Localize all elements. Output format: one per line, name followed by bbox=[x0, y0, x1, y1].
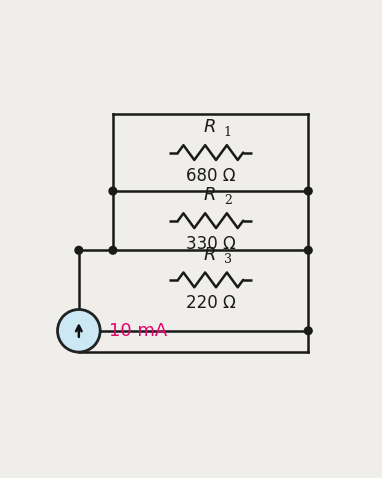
Text: 3: 3 bbox=[224, 253, 232, 266]
Circle shape bbox=[109, 187, 117, 195]
Text: 330 Ω: 330 Ω bbox=[186, 235, 235, 253]
Circle shape bbox=[109, 247, 117, 254]
Text: 680 Ω: 680 Ω bbox=[186, 167, 235, 185]
Text: 10 mA: 10 mA bbox=[109, 322, 167, 340]
Text: $R$: $R$ bbox=[203, 246, 215, 263]
Circle shape bbox=[304, 247, 312, 254]
Text: $R$: $R$ bbox=[203, 118, 215, 136]
Text: 2: 2 bbox=[224, 194, 232, 207]
Text: $R$: $R$ bbox=[203, 186, 215, 205]
Text: 1: 1 bbox=[224, 126, 232, 139]
Circle shape bbox=[58, 309, 100, 352]
Circle shape bbox=[304, 187, 312, 195]
Text: 220 Ω: 220 Ω bbox=[186, 294, 235, 312]
Circle shape bbox=[75, 247, 83, 254]
Circle shape bbox=[304, 327, 312, 335]
